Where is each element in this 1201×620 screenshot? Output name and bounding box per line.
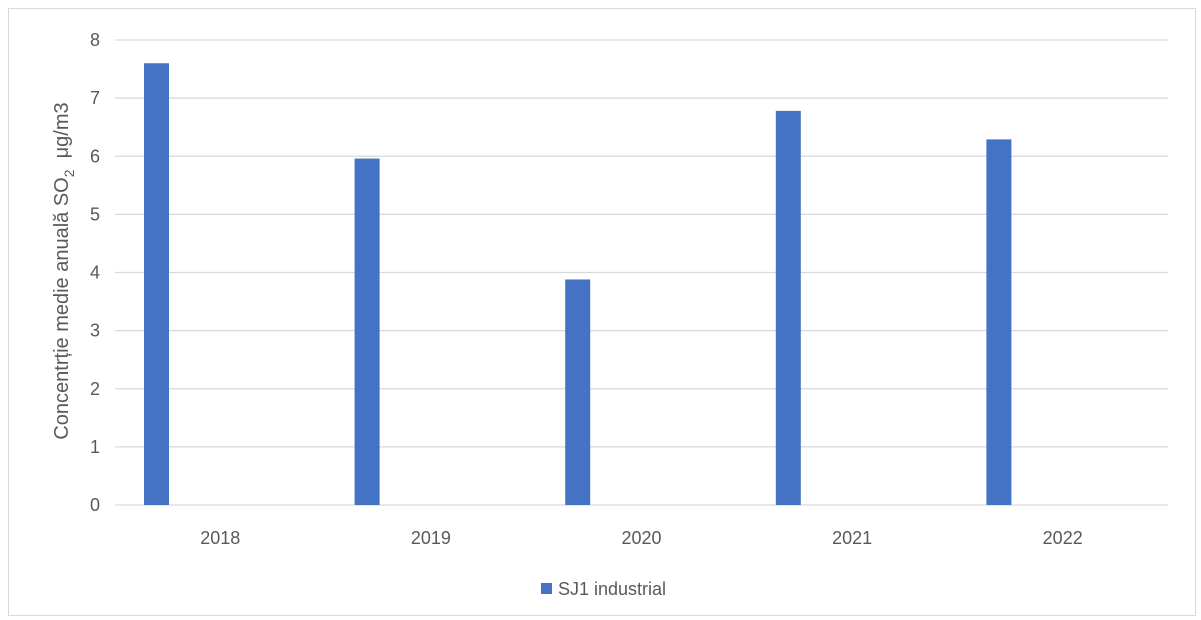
y-tick-label: 4 [90, 263, 100, 283]
x-tick-label: 2018 [200, 528, 240, 548]
legend-swatch [541, 583, 552, 594]
x-tick-label: 2022 [1043, 528, 1083, 548]
x-axis-ticks: 2018 2019 2020 2021 2022 [200, 528, 1082, 548]
y-tick-label: 3 [90, 321, 100, 341]
y-tick-label: 0 [90, 495, 100, 515]
y-axis-title-unit: μg/m3 [51, 102, 73, 158]
y-axis-ticks: 0 1 2 3 4 5 6 7 8 [90, 30, 100, 515]
x-tick-label: 2020 [621, 528, 661, 548]
y-axis-title: Concentrție medie anuală SO2 μg/m3 [51, 102, 77, 439]
y-axis-title-main: Concentrție medie anuală SO [51, 177, 73, 439]
y-tick-label: 1 [90, 437, 100, 457]
y-tick-label: 2 [90, 379, 100, 399]
x-tick-label: 2021 [832, 528, 872, 548]
bar-2019 [354, 158, 380, 505]
y-tick-label: 5 [90, 204, 100, 224]
legend: SJ1 industrial [541, 579, 666, 599]
y-tick-label: 8 [90, 30, 100, 50]
x-tick-label: 2019 [411, 528, 451, 548]
y-tick-label: 6 [90, 146, 100, 166]
bar-2021 [775, 110, 801, 505]
bar-2022 [986, 139, 1012, 506]
legend-label: SJ1 industrial [558, 579, 666, 599]
bars [144, 63, 1012, 506]
y-tick-label: 7 [90, 88, 100, 108]
bar-2020 [565, 279, 591, 505]
bar-2018 [144, 63, 169, 505]
y-axis-title-subscript: 2 [61, 169, 77, 177]
